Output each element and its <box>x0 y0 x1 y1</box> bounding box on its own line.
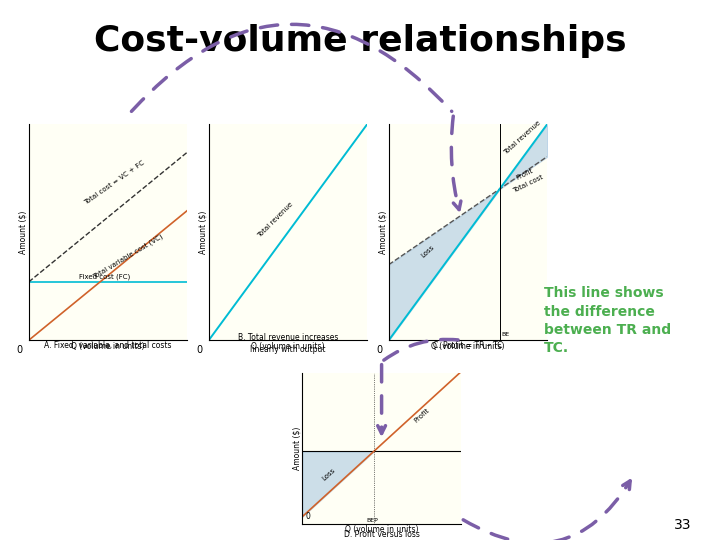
Text: B. Total revenue increases
linearly with output: B. Total revenue increases linearly with… <box>238 333 338 354</box>
FancyArrowPatch shape <box>451 116 461 210</box>
Y-axis label: Amount ($): Amount ($) <box>199 211 207 254</box>
Text: Total revenue: Total revenue <box>257 201 294 239</box>
Text: D. Profit versus loss: D. Profit versus loss <box>343 530 420 539</box>
Text: BE: BE <box>501 332 509 337</box>
Text: Total revenue: Total revenue <box>503 119 542 156</box>
FancyArrowPatch shape <box>384 340 458 360</box>
Text: Cost-volume relationships: Cost-volume relationships <box>94 24 626 58</box>
FancyArrowPatch shape <box>132 24 451 111</box>
Text: This line shows
the difference
between TR and
TC.: This line shows the difference between T… <box>544 286 671 355</box>
X-axis label: Q (volume in units): Q (volume in units) <box>251 342 325 350</box>
Text: 0: 0 <box>305 512 310 521</box>
Text: Total cost: Total cost <box>513 174 544 194</box>
Text: Loss: Loss <box>321 467 337 482</box>
Text: C. Profit = TR – TC: C. Profit = TR – TC <box>433 341 503 350</box>
X-axis label: Q (volume in units): Q (volume in units) <box>345 525 418 534</box>
Text: BEP: BEP <box>366 518 378 523</box>
Text: A. Fixed, variable, and total costs: A. Fixed, variable, and total costs <box>44 341 172 350</box>
Y-axis label: Amount ($): Amount ($) <box>379 211 387 254</box>
Text: Profit: Profit <box>516 168 534 181</box>
Text: Total variable cost (VC): Total variable cost (VC) <box>91 233 164 280</box>
Y-axis label: Amount ($): Amount ($) <box>19 211 27 254</box>
Text: 0: 0 <box>197 345 202 355</box>
Y-axis label: Amount ($): Amount ($) <box>292 427 301 470</box>
Text: 33: 33 <box>674 518 691 532</box>
X-axis label: Q (volume in units): Q (volume in units) <box>431 342 505 350</box>
X-axis label: Q (volume in units): Q (volume in units) <box>71 342 145 350</box>
FancyArrowPatch shape <box>463 481 630 540</box>
Text: 0: 0 <box>17 345 22 355</box>
Text: Total cost = VC + FC: Total cost = VC + FC <box>84 160 146 206</box>
Text: Loss: Loss <box>420 245 436 259</box>
Text: 0: 0 <box>377 345 382 355</box>
Text: Profit: Profit <box>413 407 431 423</box>
FancyArrowPatch shape <box>378 364 385 434</box>
Text: Fixed cost (FC): Fixed cost (FC) <box>79 274 130 280</box>
